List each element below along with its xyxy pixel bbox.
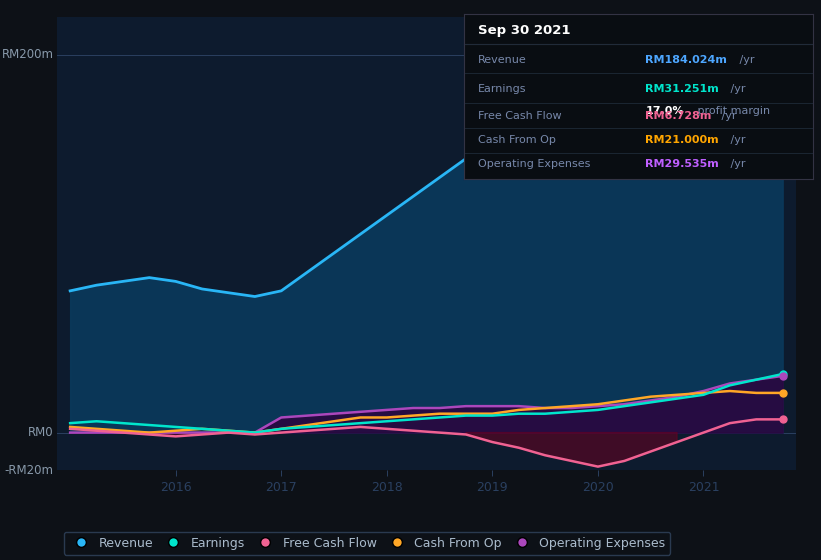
Text: -RM20m: -RM20m [5,464,54,477]
Text: RM184.024m: RM184.024m [645,55,727,66]
Text: /yr: /yr [718,111,736,122]
Text: profit margin: profit margin [695,106,770,116]
Text: RM29.535m: RM29.535m [645,160,719,169]
Text: RM6.728m: RM6.728m [645,111,712,122]
Text: RM21.000m: RM21.000m [645,136,719,146]
Text: /yr: /yr [727,160,745,169]
Text: Operating Expenses: Operating Expenses [478,160,590,169]
Text: /yr: /yr [736,55,754,66]
Text: RM200m: RM200m [2,48,54,61]
Text: RM0: RM0 [28,426,54,439]
Text: /yr: /yr [727,136,745,146]
Legend: Revenue, Earnings, Free Cash Flow, Cash From Op, Operating Expenses: Revenue, Earnings, Free Cash Flow, Cash … [64,532,670,555]
Text: Sep 30 2021: Sep 30 2021 [478,24,571,37]
Text: Earnings: Earnings [478,84,526,94]
Text: Free Cash Flow: Free Cash Flow [478,111,562,122]
Text: 17.0%: 17.0% [645,106,684,116]
Text: /yr: /yr [727,84,745,94]
Text: RM31.251m: RM31.251m [645,84,719,94]
Text: Revenue: Revenue [478,55,526,66]
Text: Cash From Op: Cash From Op [478,136,556,146]
